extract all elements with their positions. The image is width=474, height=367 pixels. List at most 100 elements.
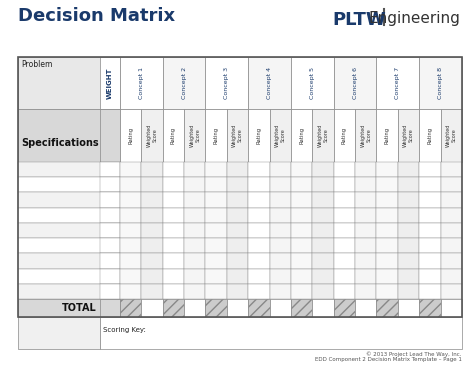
Bar <box>163 238 184 253</box>
Bar <box>376 208 398 223</box>
Bar <box>312 109 334 162</box>
Bar <box>270 238 291 253</box>
Bar <box>291 269 312 284</box>
Bar <box>184 284 206 299</box>
Bar <box>355 192 376 208</box>
Bar <box>227 238 248 253</box>
Bar <box>334 253 355 269</box>
Bar <box>163 57 206 109</box>
Bar <box>163 192 184 208</box>
Bar <box>312 162 334 177</box>
Bar <box>376 238 398 253</box>
Bar <box>163 177 184 192</box>
Bar <box>270 208 291 223</box>
Bar <box>206 162 227 177</box>
Bar <box>355 238 376 253</box>
Text: Weighted
Score: Weighted Score <box>275 124 286 147</box>
Bar <box>291 223 312 238</box>
Bar <box>441 162 462 177</box>
Bar <box>120 299 141 317</box>
Bar <box>419 162 441 177</box>
Bar <box>184 109 206 162</box>
Bar <box>419 57 462 109</box>
Bar <box>18 269 120 284</box>
Bar <box>441 223 462 238</box>
Bar <box>18 317 100 349</box>
Bar <box>18 162 120 177</box>
Bar <box>18 299 120 317</box>
Text: Concept 2: Concept 2 <box>182 67 187 99</box>
Bar <box>206 223 227 238</box>
Bar <box>120 284 141 299</box>
Bar <box>206 269 227 284</box>
Bar <box>312 192 334 208</box>
Bar <box>398 208 419 223</box>
Bar <box>227 177 248 192</box>
Bar <box>141 253 163 269</box>
Bar <box>312 238 334 253</box>
Bar <box>355 223 376 238</box>
Bar <box>184 253 206 269</box>
Bar <box>270 284 291 299</box>
Bar <box>419 284 441 299</box>
Bar <box>227 192 248 208</box>
Bar <box>248 208 270 223</box>
Bar <box>270 269 291 284</box>
Bar <box>334 269 355 284</box>
Bar <box>441 269 462 284</box>
Bar <box>18 223 120 238</box>
Bar <box>100 109 120 162</box>
Text: Concept 8: Concept 8 <box>438 67 443 99</box>
Bar <box>291 192 312 208</box>
Bar <box>355 284 376 299</box>
Bar <box>270 299 291 317</box>
Bar <box>141 109 163 162</box>
Bar <box>376 109 398 162</box>
Bar <box>270 109 291 162</box>
Bar <box>163 299 184 317</box>
Bar <box>376 162 398 177</box>
Bar <box>141 177 163 192</box>
Bar <box>18 57 120 109</box>
Bar <box>227 299 248 317</box>
Bar <box>355 177 376 192</box>
Bar <box>100 284 120 299</box>
Bar <box>248 253 270 269</box>
Bar <box>163 269 184 284</box>
Text: © 2013 Project Lead The Way, Inc.: © 2013 Project Lead The Way, Inc. <box>366 351 462 357</box>
Bar <box>184 177 206 192</box>
Bar <box>291 253 312 269</box>
Bar <box>100 208 120 223</box>
Bar <box>376 57 419 109</box>
Bar <box>376 284 398 299</box>
Bar <box>100 253 120 269</box>
Bar <box>227 109 248 162</box>
Bar <box>163 253 184 269</box>
Bar <box>312 223 334 238</box>
Text: PLTW: PLTW <box>332 11 386 29</box>
Bar <box>206 208 227 223</box>
Bar <box>419 223 441 238</box>
Bar <box>419 238 441 253</box>
Bar <box>18 208 120 223</box>
Bar <box>334 208 355 223</box>
Text: Concept 4: Concept 4 <box>267 67 272 99</box>
Bar <box>248 284 270 299</box>
Bar <box>120 238 141 253</box>
Bar <box>334 284 355 299</box>
Bar <box>355 208 376 223</box>
Bar <box>270 253 291 269</box>
Bar <box>441 238 462 253</box>
Bar <box>120 192 141 208</box>
Text: TOTAL: TOTAL <box>62 303 97 313</box>
Text: Specifications: Specifications <box>21 138 99 148</box>
Bar <box>100 223 120 238</box>
Bar <box>248 238 270 253</box>
Bar <box>291 284 312 299</box>
Bar <box>441 192 462 208</box>
Bar <box>206 253 227 269</box>
Bar <box>291 238 312 253</box>
Bar <box>398 284 419 299</box>
Bar <box>248 269 270 284</box>
Bar <box>206 192 227 208</box>
